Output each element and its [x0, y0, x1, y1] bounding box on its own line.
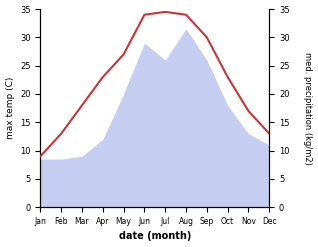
Y-axis label: med. precipitation (kg/m2): med. precipitation (kg/m2) [303, 52, 313, 165]
Y-axis label: max temp (C): max temp (C) [5, 77, 15, 139]
X-axis label: date (month): date (month) [119, 231, 191, 242]
